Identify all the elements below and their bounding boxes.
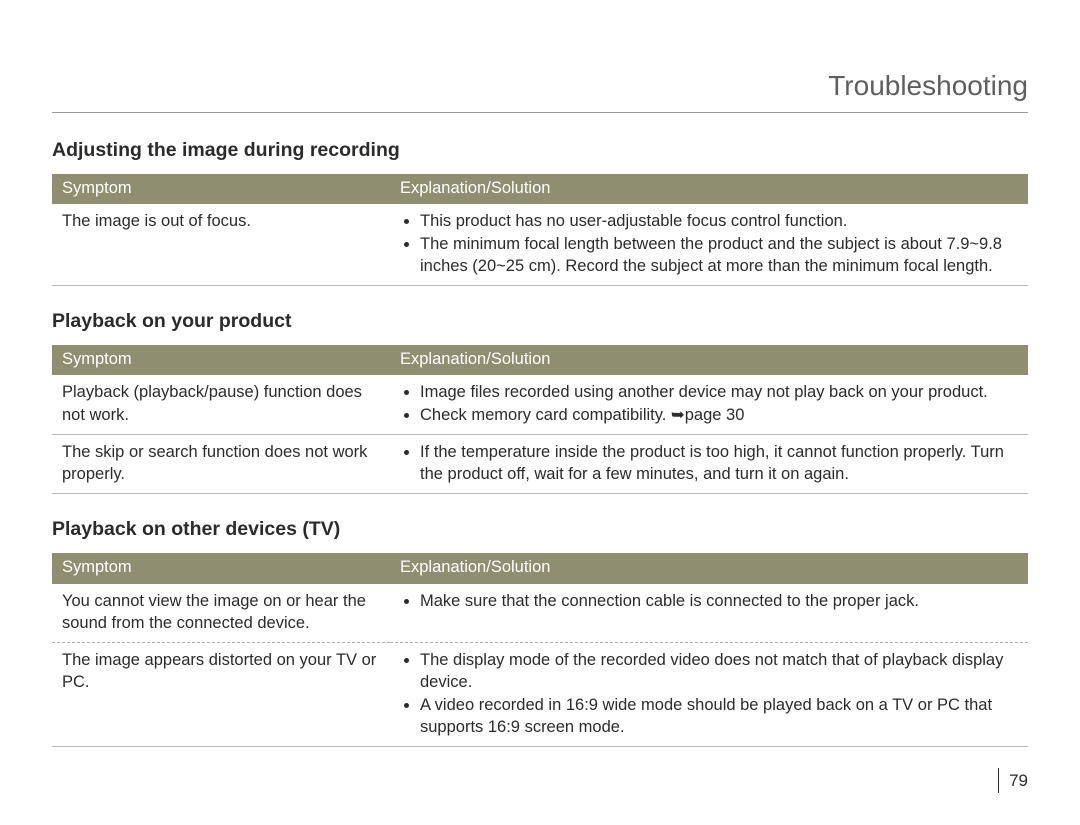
document-page: Troubleshooting Adjusting the image duri… bbox=[0, 0, 1080, 747]
cell-symptom: The image appears distorted on your TV o… bbox=[52, 643, 390, 747]
table-header-row: Symptom Explanation/Solution bbox=[52, 174, 1028, 204]
cell-symptom: You cannot view the image on or hear the… bbox=[52, 584, 390, 643]
table-row: The image is out of focus. This product … bbox=[52, 204, 1028, 285]
cell-solution: Make sure that the connection cable is c… bbox=[390, 584, 1028, 643]
bullet: If the temperature inside the product is… bbox=[420, 441, 1018, 486]
table-header-row: Symptom Explanation/Solution bbox=[52, 345, 1028, 375]
col-solution: Explanation/Solution bbox=[390, 174, 1028, 204]
col-solution: Explanation/Solution bbox=[390, 345, 1028, 375]
bullet: Check memory card compatibility. ➥page 3… bbox=[420, 404, 1018, 426]
bullet: Image files recorded using another devic… bbox=[420, 381, 1018, 403]
col-symptom: Symptom bbox=[52, 345, 390, 375]
table-row: The image appears distorted on your TV o… bbox=[52, 643, 1028, 747]
cell-solution: The display mode of the recorded video d… bbox=[390, 643, 1028, 747]
table-playback-product: Symptom Explanation/Solution Playback (p… bbox=[52, 345, 1028, 494]
cell-symptom: Playback (playback/pause) function does … bbox=[52, 375, 390, 434]
table-adjusting: Symptom Explanation/Solution The image i… bbox=[52, 174, 1028, 286]
section-heading-adjusting: Adjusting the image during recording bbox=[52, 139, 1028, 162]
bullet: Make sure that the connection cable is c… bbox=[420, 590, 1018, 612]
bullet: A video recorded in 16:9 wide mode shoul… bbox=[420, 694, 1018, 739]
col-symptom: Symptom bbox=[52, 553, 390, 583]
cell-solution: If the temperature inside the product is… bbox=[390, 434, 1028, 494]
cell-symptom: The image is out of focus. bbox=[52, 204, 390, 285]
section-heading-playback-product: Playback on your product bbox=[52, 310, 1028, 333]
page-title: Troubleshooting bbox=[52, 70, 1028, 113]
bullet: The display mode of the recorded video d… bbox=[420, 649, 1018, 694]
cell-solution: Image files recorded using another devic… bbox=[390, 375, 1028, 434]
table-row: Playback (playback/pause) function does … bbox=[52, 375, 1028, 434]
table-header-row: Symptom Explanation/Solution bbox=[52, 553, 1028, 583]
table-playback-tv: Symptom Explanation/Solution You cannot … bbox=[52, 553, 1028, 747]
bullet: This product has no user-adjustable focu… bbox=[420, 210, 1018, 232]
table-row: The skip or search function does not wor… bbox=[52, 434, 1028, 494]
cell-solution: This product has no user-adjustable focu… bbox=[390, 204, 1028, 285]
col-solution: Explanation/Solution bbox=[390, 553, 1028, 583]
col-symptom: Symptom bbox=[52, 174, 390, 204]
cell-symptom: The skip or search function does not wor… bbox=[52, 434, 390, 494]
bullet: The minimum focal length between the pro… bbox=[420, 233, 1018, 278]
page-number: 79 bbox=[998, 768, 1028, 794]
section-heading-playback-tv: Playback on other devices (TV) bbox=[52, 518, 1028, 541]
table-row: You cannot view the image on or hear the… bbox=[52, 584, 1028, 643]
